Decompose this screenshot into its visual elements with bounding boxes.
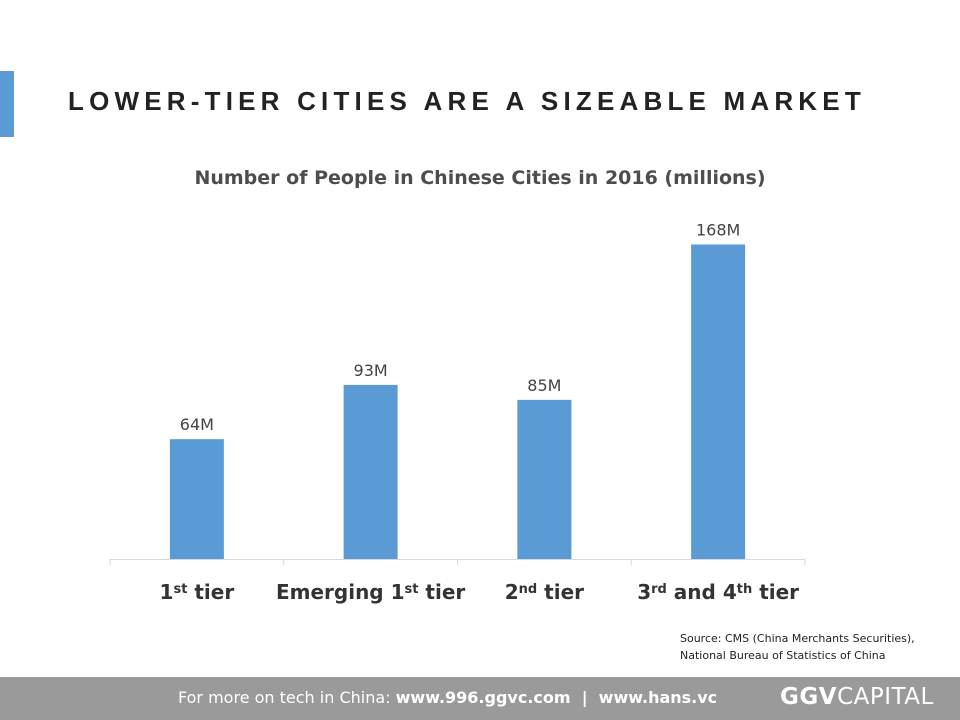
chart-title: Number of People in Chinese Cities in 20…	[194, 167, 766, 189]
bar-1	[169, 439, 224, 559]
footer-link-996[interactable]: www.996.ggvc.com	[395, 688, 571, 707]
data-label-1: 64M	[180, 415, 214, 434]
data-label-2: 93M	[354, 361, 388, 380]
bar-chart: 64M 1st tier 93M Emerging 1st tier 85M 2nd ti…	[109, 220, 806, 604]
bar-3	[517, 399, 572, 559]
footer-separator: |	[570, 688, 599, 707]
data-label-3: 85M	[527, 376, 561, 395]
slide-title: LOWER-TIER CITIES ARE A SIZEABLE MARKET	[68, 86, 866, 116]
footer-link-hans[interactable]: www.hans.vc	[598, 688, 718, 707]
footer-text: For more on tech in China: www.996.ggvc.…	[178, 688, 717, 707]
data-label-4: 168M	[696, 220, 740, 239]
footer-prefix: For more on tech in China:	[178, 688, 396, 707]
source-note: Source: CMS (China Merchants Securities)…	[680, 630, 915, 664]
source-line-2: National Bureau of Statistics of China	[680, 649, 886, 662]
ggv-capital-logo: GGVCAPITAL	[780, 684, 934, 710]
source-line-1: Source: CMS (China Merchants Securities)…	[680, 632, 915, 645]
bar-2	[343, 384, 398, 559]
category-label-4: 3rd and 4th tier	[637, 580, 799, 604]
brand-ggv: GGV	[780, 684, 838, 710]
category-label-1: 1st tier	[160, 580, 235, 604]
category-label-3: 2nd tier	[505, 580, 584, 604]
brand-capital: CAPITAL	[837, 684, 934, 710]
bar-4	[691, 244, 746, 559]
title-accent-bar	[0, 71, 14, 137]
category-label-2: Emerging 1st tier	[276, 580, 465, 604]
footer-bar: For more on tech in China: www.996.ggvc.…	[0, 677, 960, 720]
